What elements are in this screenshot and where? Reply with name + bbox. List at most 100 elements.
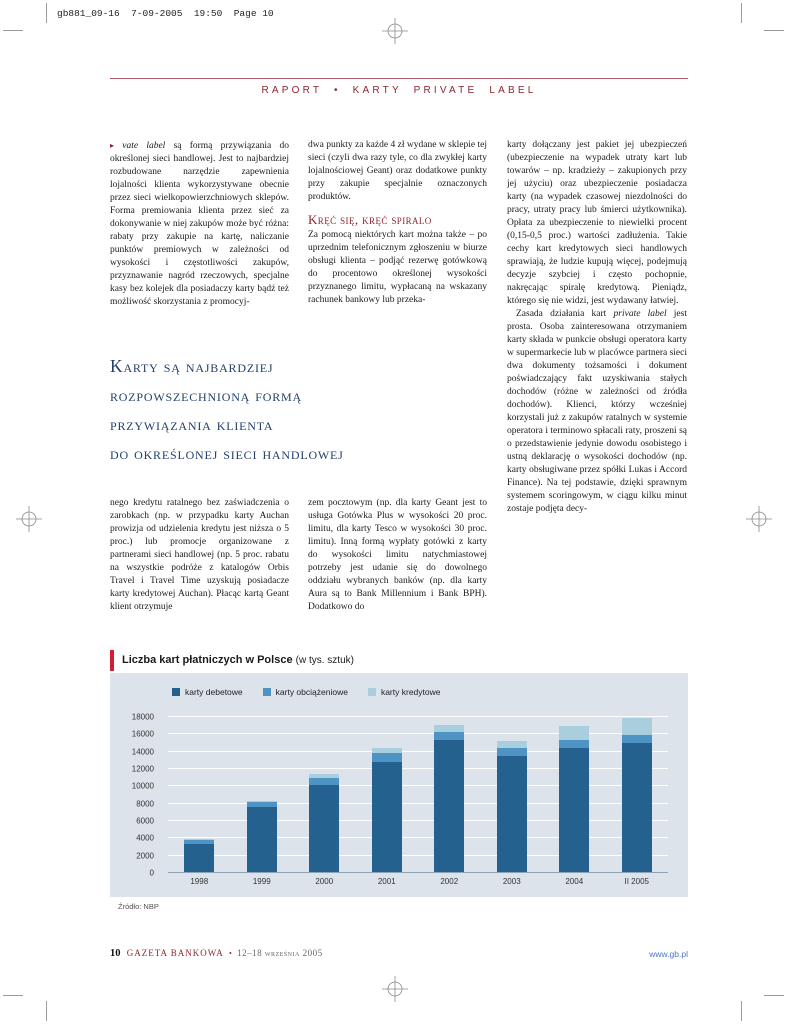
article-column-1-top: ▸ vate label są formą przywiązania do ok…: [110, 139, 289, 351]
magazine-name: GAZETA BANKOWA: [126, 948, 224, 958]
legend-item: karty obciążeniowe: [262, 687, 348, 697]
stacked-bar-2000: [309, 717, 340, 872]
bar-segment: [434, 740, 465, 872]
issue-date: 12–18 września 2005: [237, 948, 323, 958]
crop-mark: [46, 1001, 47, 1021]
page-number: 10: [110, 948, 121, 959]
chart-subtitle: (w tys. sztuk): [295, 655, 354, 666]
paragraph: dwa punkty za każde 4 zł wydane w sklepi…: [308, 140, 487, 202]
bar-segment: [559, 726, 590, 741]
bar-group: [606, 717, 669, 872]
legend-label: karty obciążeniowe: [275, 687, 348, 697]
section-kicker: RAPORT • KARTY PRIVATE LABEL: [261, 85, 537, 96]
crop-mark: [764, 30, 784, 31]
bar-segment: [309, 785, 340, 872]
chart-title-text: Liczba kart płatniczych w Polsce: [122, 654, 293, 666]
gridline: [168, 837, 668, 839]
article-column-2-bottom: zem pocztowym (np. dla karty Geant jest …: [308, 497, 487, 645]
legend-label: karty kredytowe: [380, 687, 441, 697]
chart-title: Liczba kart płatniczych w Polsce (w tys.…: [122, 654, 354, 666]
y-tick-label: 12000: [131, 764, 154, 774]
chart-panel: karty debetowe karty obciążeniowe karty kr…: [110, 673, 688, 897]
bar-segment: [309, 774, 340, 778]
chart-source: Źródło: NBP: [118, 902, 159, 911]
bar-segment: [621, 735, 652, 743]
bar-segment: [496, 755, 527, 872]
gridline: [168, 750, 668, 752]
x-tick-label: 2004: [565, 877, 584, 886]
x-tick-label: 1998: [190, 877, 209, 886]
crop-mark: [764, 995, 784, 996]
chart-plot: [168, 716, 668, 873]
x-tick-label: 2000: [315, 877, 334, 886]
gridline: [168, 854, 668, 856]
legend-swatch: [172, 688, 180, 696]
stacked-bar-1999: [246, 717, 277, 872]
registration-mark-icon: [382, 18, 408, 44]
gridline: [168, 733, 668, 735]
legend-swatch: [262, 688, 271, 696]
pull-quote-line: do określonej sieci handlowej: [110, 443, 344, 463]
bar-segment: [434, 724, 465, 732]
bar-segment: [246, 802, 277, 808]
paragraph: ▸ vate label są formą przywiązania do ok…: [110, 139, 289, 309]
y-tick-label: 6000: [136, 816, 154, 826]
article-column-3: karty dołączany jest pakiet jej ubezpiec…: [507, 139, 687, 645]
paragraph: nego kredytu ratalnego bez zaświadczenia…: [110, 498, 289, 612]
bar-group: [481, 717, 544, 872]
chart-accent-bar: [110, 650, 114, 671]
bar-segment: [246, 800, 277, 803]
bar-segment: [371, 753, 402, 762]
registration-mark-icon: [382, 976, 408, 1002]
footer: 10 GAZETA BANKOWA • 12–18 września 2005: [110, 948, 323, 959]
website-link[interactable]: www.gb.pl: [649, 949, 688, 959]
bar-segment: [184, 838, 215, 840]
print-slug: gb881_09-16 7-09-2005 19:50 Page 10: [57, 8, 274, 19]
bar-segment: [309, 777, 340, 786]
stacked-bar-1998: [184, 717, 215, 872]
bar-group: [231, 717, 294, 872]
paragraph: Zasada działania kart private label jest…: [507, 308, 687, 516]
gridline: [168, 785, 668, 787]
legend-swatch: [367, 688, 376, 696]
kicker-rule: [110, 78, 688, 79]
bar-segment: [184, 839, 215, 844]
bar-segment: [371, 761, 402, 872]
crop-mark: [741, 3, 742, 23]
bar-segment: [496, 741, 527, 748]
italic-phrase: vate label: [122, 141, 166, 151]
bar-segment: [559, 740, 590, 748]
bar-segment: [621, 742, 652, 872]
article-column-2-top: dwa punkty za każde 4 zł wydane w sklepi…: [308, 139, 487, 351]
bar-group: [418, 717, 481, 872]
italic-phrase: private label: [613, 309, 667, 319]
x-tick-label: 2002: [440, 877, 459, 886]
y-tick-label: 8000: [136, 799, 154, 809]
arrow-marker-icon: ▸: [110, 141, 115, 150]
crop-mark: [3, 30, 23, 31]
x-tick-label: 2001: [377, 877, 396, 886]
footer-separator: •: [229, 949, 232, 958]
paragraph-text: są formą przywiązania do określonej siec…: [110, 141, 289, 307]
pull-quote-line: rozpowszechnioną formą: [110, 385, 302, 405]
stacked-bar-2003: [496, 717, 527, 872]
legend-item: karty debetowe: [172, 687, 243, 697]
gridline: [168, 802, 668, 804]
paragraph: zem pocztowym (np. dla karty Geant jest …: [308, 498, 487, 612]
bar-segment: [434, 731, 465, 741]
article-column-1-bottom: nego kredytu ratalnego bez zaświadczenia…: [110, 497, 289, 645]
crop-mark: [741, 1001, 742, 1021]
x-tick-label: II 2005: [624, 877, 649, 886]
stacked-bar-2001: [371, 717, 402, 872]
chart-bars: [168, 717, 668, 873]
chart-gridlines: [168, 716, 668, 873]
crop-mark: [46, 3, 47, 23]
registration-mark-icon: [16, 506, 42, 532]
x-tick-label: 2003: [502, 877, 521, 886]
y-tick-label: 0: [149, 868, 154, 878]
bar-segment: [184, 843, 215, 872]
bar-segment: [371, 748, 402, 754]
bar-segment: [246, 807, 277, 872]
bar-group: [543, 717, 606, 872]
